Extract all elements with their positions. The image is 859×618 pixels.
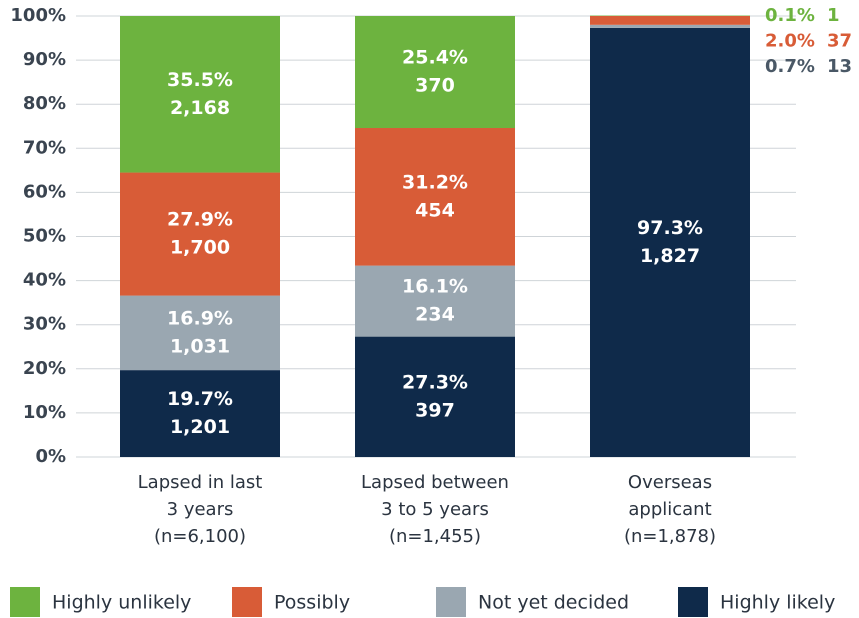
y-tick-label: 50% (23, 226, 66, 247)
data-label: 2.0% (765, 31, 815, 52)
bar-segment (355, 265, 515, 337)
count-label: 234 (415, 304, 455, 326)
x-tick-label: (n=1,455) (389, 526, 481, 547)
data-label: 16.1% (402, 276, 468, 298)
x-tick-label: applicant (628, 499, 711, 520)
count-label: 1,827 (640, 245, 700, 267)
legend-swatch (232, 587, 262, 617)
count-label: 454 (415, 199, 455, 221)
data-label: 16.9% (167, 307, 233, 329)
data-label: 31.2% (402, 171, 468, 193)
count-label: 13 (827, 56, 852, 77)
bar-segment (590, 16, 750, 25)
data-label: 25.4% (402, 47, 468, 69)
bar-segment (590, 24, 750, 28)
legend-label: Possibly (274, 592, 350, 614)
x-tick-label: Lapsed between (361, 472, 509, 493)
y-tick-label: 80% (23, 93, 66, 114)
x-tick-label: 3 years (167, 499, 234, 520)
y-tick-label: 0% (35, 446, 66, 467)
bar-segment (120, 295, 280, 371)
x-tick-label: (n=1,878) (624, 526, 716, 547)
data-label: 97.3% (637, 217, 703, 239)
x-tick-label: (n=6,100) (154, 526, 246, 547)
count-label: 1,201 (170, 416, 230, 438)
legend-swatch (436, 587, 466, 617)
x-tick-label: Overseas (628, 472, 712, 493)
bar-segment (355, 16, 515, 129)
bar-segment (120, 370, 280, 457)
data-label: 19.7% (167, 388, 233, 410)
bar-segment (120, 172, 280, 296)
count-label: 370 (415, 75, 455, 97)
y-tick-label: 40% (23, 270, 66, 291)
data-label: 27.9% (167, 209, 233, 231)
bar-segment (120, 16, 280, 173)
legend-swatch (10, 587, 40, 617)
data-label: 0.1% (765, 5, 815, 26)
y-tick-label: 60% (23, 181, 66, 202)
count-label: 397 (415, 399, 455, 421)
bar-segment (590, 27, 750, 457)
data-label: 0.7% (765, 56, 815, 77)
legend-label: Highly likely (720, 592, 835, 614)
count-label: 1 (827, 5, 840, 26)
count-label: 1,700 (170, 237, 230, 259)
count-label: 2,168 (170, 97, 230, 119)
count-label: 1,031 (170, 335, 230, 357)
y-tick-label: 30% (23, 314, 66, 335)
legend-swatch (678, 587, 708, 617)
bar-segment (355, 128, 515, 266)
bar-segment (355, 336, 515, 457)
y-tick-label: 10% (23, 402, 66, 423)
y-tick-label: 20% (23, 358, 66, 379)
y-tick-label: 100% (10, 5, 66, 26)
x-tick-label: 3 to 5 years (381, 499, 489, 520)
y-tick-label: 70% (23, 137, 66, 158)
x-tick-label: Lapsed in last (138, 472, 263, 493)
legend-label: Not yet decided (478, 592, 629, 614)
y-tick-label: 90% (23, 49, 66, 70)
data-label: 27.3% (402, 371, 468, 393)
data-label: 35.5% (167, 69, 233, 91)
count-label: 37 (827, 31, 852, 52)
legend-label: Highly unlikely (52, 592, 191, 614)
